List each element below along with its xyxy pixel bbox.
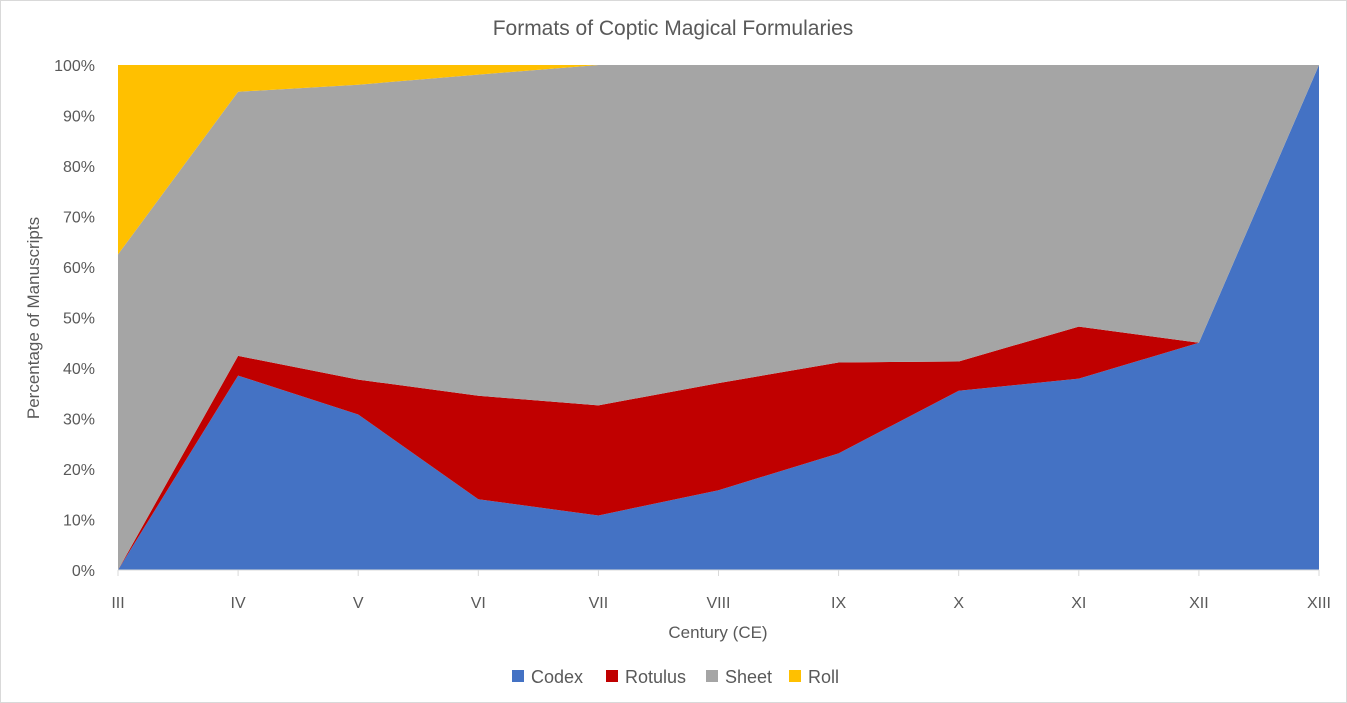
legend-item-codex: Codex xyxy=(512,667,583,687)
legend: Codex Rotulus Sheet Roll xyxy=(512,667,839,687)
x-tick-labels: III IV V VI VII VIII IX X XI XII XIII xyxy=(111,570,1331,612)
x-tick-label: XI xyxy=(1071,595,1086,612)
legend-swatch xyxy=(606,670,618,682)
y-tick-label: 90% xyxy=(63,109,95,126)
legend-item-rotulus: Rotulus xyxy=(606,667,686,687)
legend-swatch xyxy=(789,670,801,682)
legend-label: Roll xyxy=(808,667,839,687)
y-tick-label: 60% xyxy=(63,260,95,277)
y-tick-label: 80% xyxy=(63,159,95,176)
x-tick-label: IV xyxy=(231,595,246,612)
x-tick-label: VII xyxy=(589,595,609,612)
x-axis-label: Century (CE) xyxy=(668,623,767,642)
y-tick-labels: 0% 10% 20% 30% 40% 50% 60% 70% 80% 90% 100% xyxy=(54,58,95,580)
x-tick-label: XII xyxy=(1189,595,1209,612)
area-codex xyxy=(118,65,1319,570)
y-tick-label: 0% xyxy=(72,563,95,580)
x-tick-label: V xyxy=(353,595,364,612)
y-tick-label: 100% xyxy=(54,58,95,75)
x-tick-label: III xyxy=(111,595,124,612)
legend-label: Rotulus xyxy=(625,667,686,687)
x-tick-label: XIII xyxy=(1307,595,1331,612)
x-tick-label: IX xyxy=(831,595,846,612)
plot-areas xyxy=(118,65,1319,570)
y-tick-label: 20% xyxy=(63,462,95,479)
x-tick-label: VI xyxy=(471,595,486,612)
legend-item-roll: Roll xyxy=(789,667,839,687)
legend-swatch xyxy=(512,670,524,682)
y-tick-label: 40% xyxy=(63,361,95,378)
y-tick-label: 30% xyxy=(63,412,95,429)
area-sheet xyxy=(118,65,1319,570)
legend-label: Codex xyxy=(531,667,583,687)
chart-title: Formats of Coptic Magical Formularies xyxy=(493,17,854,40)
area-roll xyxy=(118,65,1319,255)
legend-swatch xyxy=(706,670,718,682)
y-tick-label: 70% xyxy=(63,210,95,227)
legend-item-sheet: Sheet xyxy=(706,667,772,687)
y-tick-label: 50% xyxy=(63,311,95,328)
legend-label: Sheet xyxy=(725,667,772,687)
area-rotulus xyxy=(118,65,1319,570)
y-tick-label: 10% xyxy=(63,513,95,530)
y-axis-label: Percentage of Manuscripts xyxy=(24,217,43,419)
x-tick-label: VIII xyxy=(706,595,730,612)
x-tick-label: X xyxy=(953,595,964,612)
